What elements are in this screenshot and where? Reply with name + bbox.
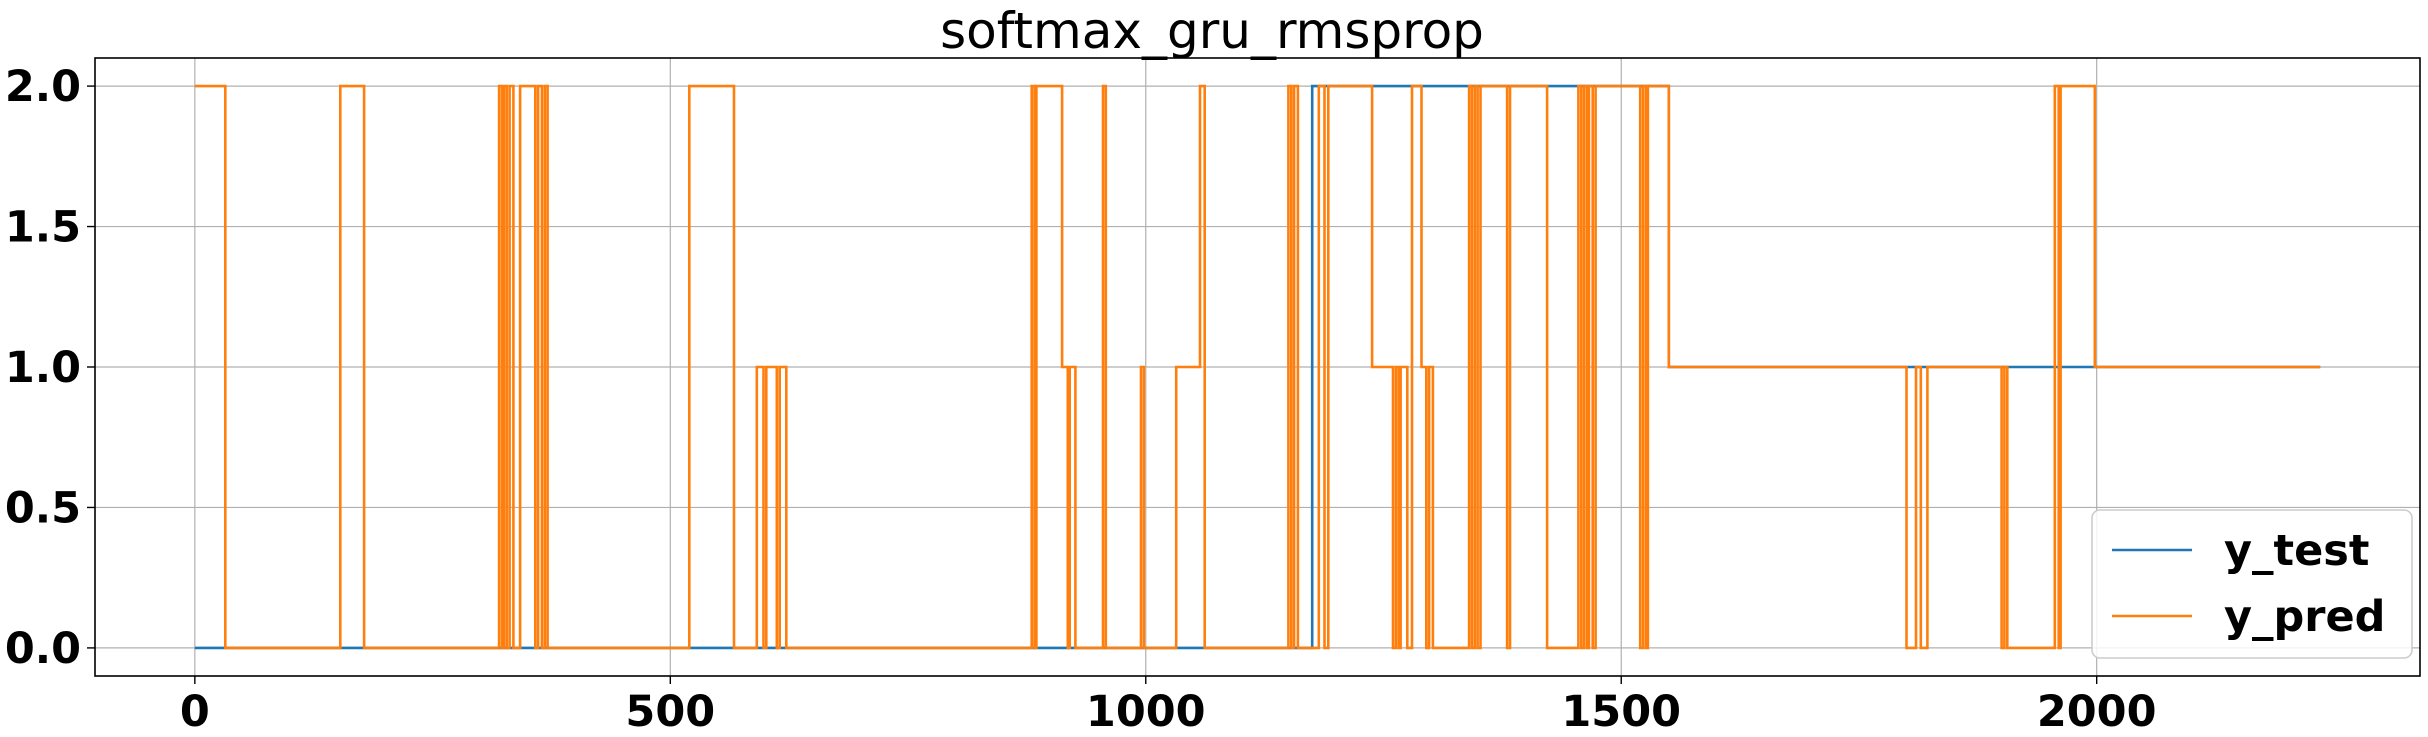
x-tick-label: 2000 <box>2037 687 2157 737</box>
x-tick-label: 500 <box>625 687 715 737</box>
chart-title: softmax_gru_rmsprop <box>940 2 1484 60</box>
y-tick-label: 1.0 <box>5 343 81 393</box>
x-tick-label: 1500 <box>1561 687 1681 737</box>
y-tick-label: 0.0 <box>5 624 81 674</box>
y-tick-label: 2.0 <box>5 62 81 112</box>
x-tick-label: 0 <box>180 687 210 737</box>
y-tick-label: 0.5 <box>5 483 81 533</box>
series-layer <box>194 84 2321 650</box>
axis-ticks: 0 500 1000 1500 2000 0.0 0.5 1.0 1.5 2.0 <box>5 62 2157 737</box>
series-line-y-pred <box>194 84 2321 650</box>
legend-box <box>2091 509 2413 659</box>
legend-label: y_test <box>2224 526 2369 576</box>
legend: y_test y_pred <box>2091 509 2413 659</box>
x-tick-label: 1000 <box>1086 687 1206 737</box>
y-tick-label: 1.5 <box>5 203 81 253</box>
legend-label: y_pred <box>2224 592 2385 642</box>
